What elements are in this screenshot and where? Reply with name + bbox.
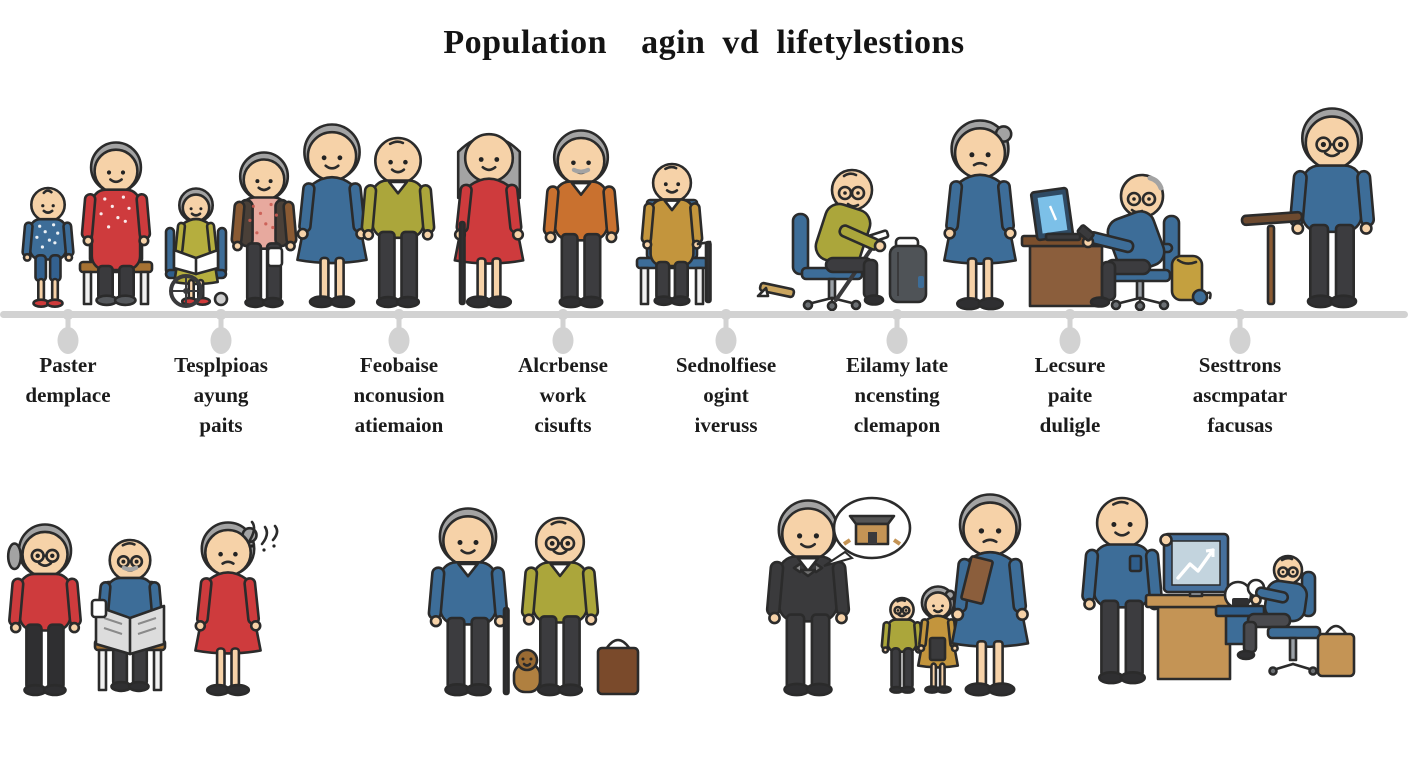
backpack [1170,254,1212,306]
marker-drop [388,327,410,354]
marker-drop [715,327,737,354]
marker-knob [393,309,405,320]
figure-mini-grandfather [880,596,924,694]
figure-seated-grandmother [80,141,152,307]
figure-woman-red-dress-cane [453,132,525,309]
speech-bubble [823,496,912,567]
marker-stem [1067,318,1073,329]
timeline-label: Feobaise nconusion atiemaion [353,353,445,437]
figure-frowning-grandmother [194,520,279,697]
marker-knob [891,309,903,320]
marker-drop [1229,327,1251,354]
figure-seated-elder-desk [1236,554,1322,676]
timeline-marker [388,309,410,354]
figure-woman-blue-dress [296,123,368,309]
timeline-marker [57,309,79,354]
scene-tech-demo [1081,496,1356,685]
rolling-luggage [888,236,928,304]
marker-stem [1237,318,1243,329]
figure-ponytail-woman [6,523,82,697]
timeline-label: Eilamy late ncensting clemapon [845,353,949,437]
marker-drop [210,327,232,354]
marker-stem [396,318,402,329]
scene-caregivers-reading [6,520,279,697]
cane [696,240,712,304]
figure-suit-man [765,499,851,697]
timeline-label: Tesplpioas ayung paits [174,353,268,437]
timeline-label: Sesttrons ascmpatar facusas [1192,353,1288,437]
timeline-label: Paster demplace [25,353,111,407]
figure-elder-floral-vest [230,151,298,309]
newspaper [90,598,166,656]
marker-stem [560,318,566,329]
scene-lawyer-family [765,493,1030,697]
timeline-marker [1059,309,1081,354]
marker-stem [723,318,729,329]
top-row-figures [21,107,1376,312]
marker-drop [886,327,908,354]
timeline-bar [0,311,1408,318]
marker-knob [557,309,569,320]
desk [1020,234,1112,308]
marker-stem [218,318,224,329]
grumble-squiggles [248,520,279,552]
bow-tie [792,562,824,578]
open-book [172,248,220,276]
marker-stem [894,318,900,329]
cane [458,220,466,306]
page-title: Population agin vd lifetylestions [443,24,965,61]
marker-knob [1064,309,1076,320]
timeline-label: Lecsure paite duligle [1034,353,1106,437]
timeline-label: Sednolfiese ogint iveruss [675,353,777,437]
small-dog [512,648,542,694]
marker-drop [57,327,79,354]
marker-knob [62,309,74,320]
figure-man-at-laptop-desk [1020,173,1212,312]
timeline-marker [210,309,232,354]
figure-office-man-luggage [756,168,928,312]
marker-stem [65,318,71,329]
cane [502,606,510,696]
marker-drop [1059,327,1081,354]
figure-man-blue-cane [427,507,510,697]
figure-seated-man-mustard [640,162,712,307]
timeline-marker [552,309,574,354]
figure-bald-man-olive [360,136,436,309]
shopping-bag-tan [1316,624,1356,678]
timeline-marker [1229,309,1251,354]
figure-toddler [21,186,75,309]
scene-two-men-dog-bag [427,507,640,697]
wheelchair-wheels [169,274,229,308]
figure-tall-man-stick [1240,107,1376,309]
marker-drop [552,327,574,354]
figure-woman-folder [950,493,1030,697]
timeline-marker [886,309,908,354]
shopping-bag-brown [596,638,640,696]
figure-presenter [1081,496,1163,685]
timeline-label: Alcrbense work cisufts [518,353,608,437]
monitor-with-chart [1159,532,1230,598]
walking-stick [1240,210,1304,306]
figure-wheelchair-rider [172,187,220,307]
timeline-marker [715,309,737,354]
marker-knob [215,309,227,320]
laptop [1029,186,1082,242]
figure-man-orange [542,129,620,309]
marker-knob [1234,309,1246,320]
figure-woman-blue-standing [943,119,1017,311]
folder [960,555,994,605]
cup [266,246,284,268]
marker-knob [720,309,732,320]
figure-man-olive-glasses [520,516,600,697]
figure-seated-reader [90,538,166,693]
office-chair [791,212,864,312]
